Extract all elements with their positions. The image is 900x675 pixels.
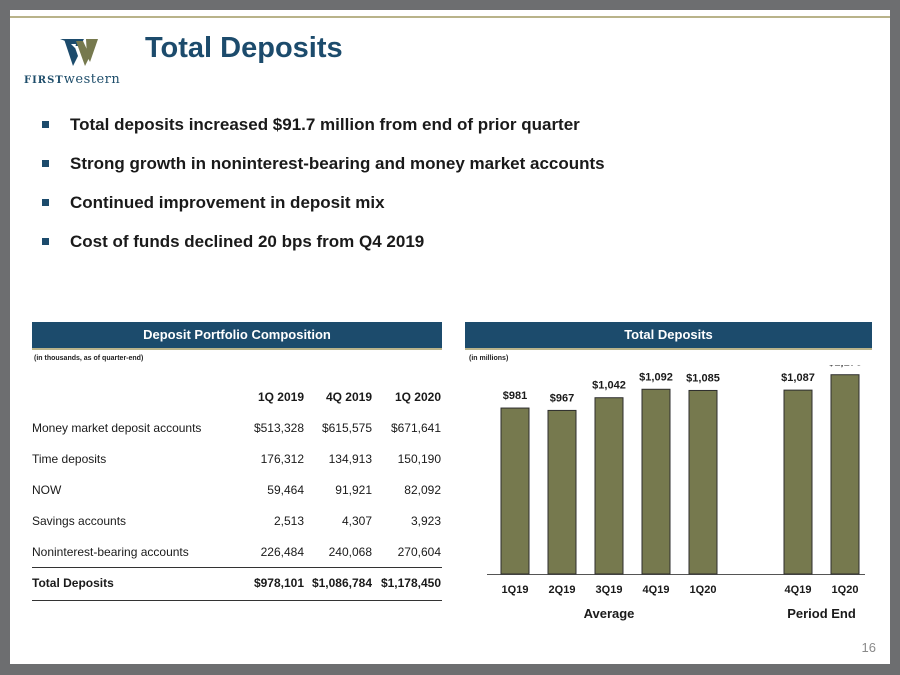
data-label: $1,042 (592, 380, 626, 392)
x-tick-label: 2Q19 (549, 584, 576, 596)
company-logo: FIRSTwestern (24, 36, 134, 92)
cell-value: 226,484 (260, 545, 304, 559)
x-tick-label: 4Q19 (785, 584, 812, 596)
total-label: Total Deposits (32, 576, 114, 590)
bar (500, 407, 530, 575)
cell-value: 134,913 (328, 452, 372, 466)
bar (594, 397, 624, 575)
bar (783, 389, 813, 575)
cell-value: $615,575 (321, 421, 372, 435)
x-tick-label: 4Q19 (643, 584, 670, 596)
bar (688, 389, 718, 575)
table-row: Money market deposit accounts $513,328 $… (32, 421, 442, 441)
table-header-row: 1Q 2019 4Q 2019 1Q 2020 (32, 390, 442, 410)
row-label: NOW (32, 483, 62, 497)
table-row: NOW 59,464 91,921 82,092 (32, 483, 442, 503)
page-title: Total Deposits (145, 32, 343, 64)
bar (830, 374, 860, 575)
chart-units-note: (in millions) (469, 355, 509, 362)
row-label: Money market deposit accounts (32, 421, 202, 435)
table-panel-header: Deposit Portfolio Composition (32, 322, 442, 350)
table-units-note: (in thousands, as of quarter-end) (34, 355, 144, 362)
bullet-item: Total deposits increased $91.7 million f… (40, 115, 605, 154)
bullet-square-icon (42, 238, 49, 245)
logo-wordmark: FIRSTwestern (24, 72, 134, 87)
column-header: 4Q 2019 (325, 390, 372, 404)
total-value: $1,178,450 (380, 576, 441, 590)
cell-value: 3,923 (410, 514, 441, 528)
cell-value: 82,092 (404, 483, 441, 497)
cell-value: 150,190 (397, 452, 441, 466)
bar (641, 388, 671, 575)
logo-prefix: FIRST (24, 75, 64, 86)
group-label: Average (584, 606, 635, 621)
total-value: $978,101 (253, 576, 304, 590)
x-tick-label: 1Q19 (502, 584, 529, 596)
table-total-row: Total Deposits $978,101 $1,086,784 $1,17… (32, 576, 442, 596)
x-tick-label: 1Q20 (690, 584, 717, 596)
data-label: $1,178 (828, 365, 862, 369)
data-label: $1,087 (781, 372, 815, 384)
column-header: 1Q 2020 (394, 390, 441, 404)
data-label: $1,092 (639, 371, 673, 383)
group-label: Period End (787, 606, 856, 621)
cell-value: 270,604 (397, 545, 441, 559)
data-label: $967 (550, 392, 574, 404)
cell-value: 240,068 (328, 545, 372, 559)
x-tick-label: 1Q20 (832, 584, 859, 596)
bullet-square-icon (42, 121, 49, 128)
bullet-text: Cost of funds declined 20 bps from Q4 20… (70, 232, 425, 251)
chart-panel-header: Total Deposits (465, 322, 872, 350)
bullet-text: Total deposits increased $91.7 million f… (70, 115, 580, 134)
table-row: Savings accounts 2,513 4,307 3,923 (32, 514, 442, 534)
total-bottom-rule (32, 600, 442, 601)
row-label: Time deposits (32, 452, 107, 466)
table-row: Noninterest-bearing accounts 226,484 240… (32, 545, 442, 565)
cell-value: 2,513 (273, 514, 304, 528)
total-top-rule (32, 567, 442, 568)
slide: FIRSTwestern Total Deposits Total deposi… (10, 10, 890, 664)
row-label: Savings accounts (32, 514, 127, 528)
bullet-text: Strong growth in noninterest-bearing and… (70, 154, 605, 173)
table-row: Time deposits 176,312 134,913 150,190 (32, 452, 442, 472)
column-header: 1Q 2019 (257, 390, 304, 404)
bullet-item: Cost of funds declined 20 bps from Q4 20… (40, 232, 605, 271)
w-logo-icon (60, 39, 98, 66)
cell-value: 176,312 (260, 452, 304, 466)
bullet-square-icon (42, 199, 49, 206)
data-label: $1,085 (686, 372, 720, 384)
bullet-list: Total deposits increased $91.7 million f… (40, 115, 605, 271)
bullet-item: Strong growth in noninterest-bearing and… (40, 154, 605, 193)
bar (547, 409, 577, 575)
top-divider (10, 16, 890, 18)
cell-value: $513,328 (253, 421, 304, 435)
cell-value: 59,464 (267, 483, 304, 497)
row-label: Noninterest-bearing accounts (32, 545, 189, 559)
cell-value: $671,641 (390, 421, 441, 435)
page-number: 16 (861, 640, 876, 655)
bullet-item: Continued improvement in deposit mix (40, 193, 605, 232)
bullet-square-icon (42, 160, 49, 167)
total-deposits-bar-chart: $981 1Q19 $967 2Q19 $1,042 3Q19 $1,092 4Q19 $1,0… (487, 365, 865, 621)
bullet-text: Continued improvement in deposit mix (70, 193, 385, 212)
total-value: $1,086,784 (311, 576, 372, 590)
logo-suffix: western (63, 72, 121, 87)
cell-value: 91,921 (335, 483, 372, 497)
cell-value: 4,307 (341, 514, 372, 528)
data-label: $981 (503, 390, 527, 402)
x-tick-label: 3Q19 (596, 584, 623, 596)
